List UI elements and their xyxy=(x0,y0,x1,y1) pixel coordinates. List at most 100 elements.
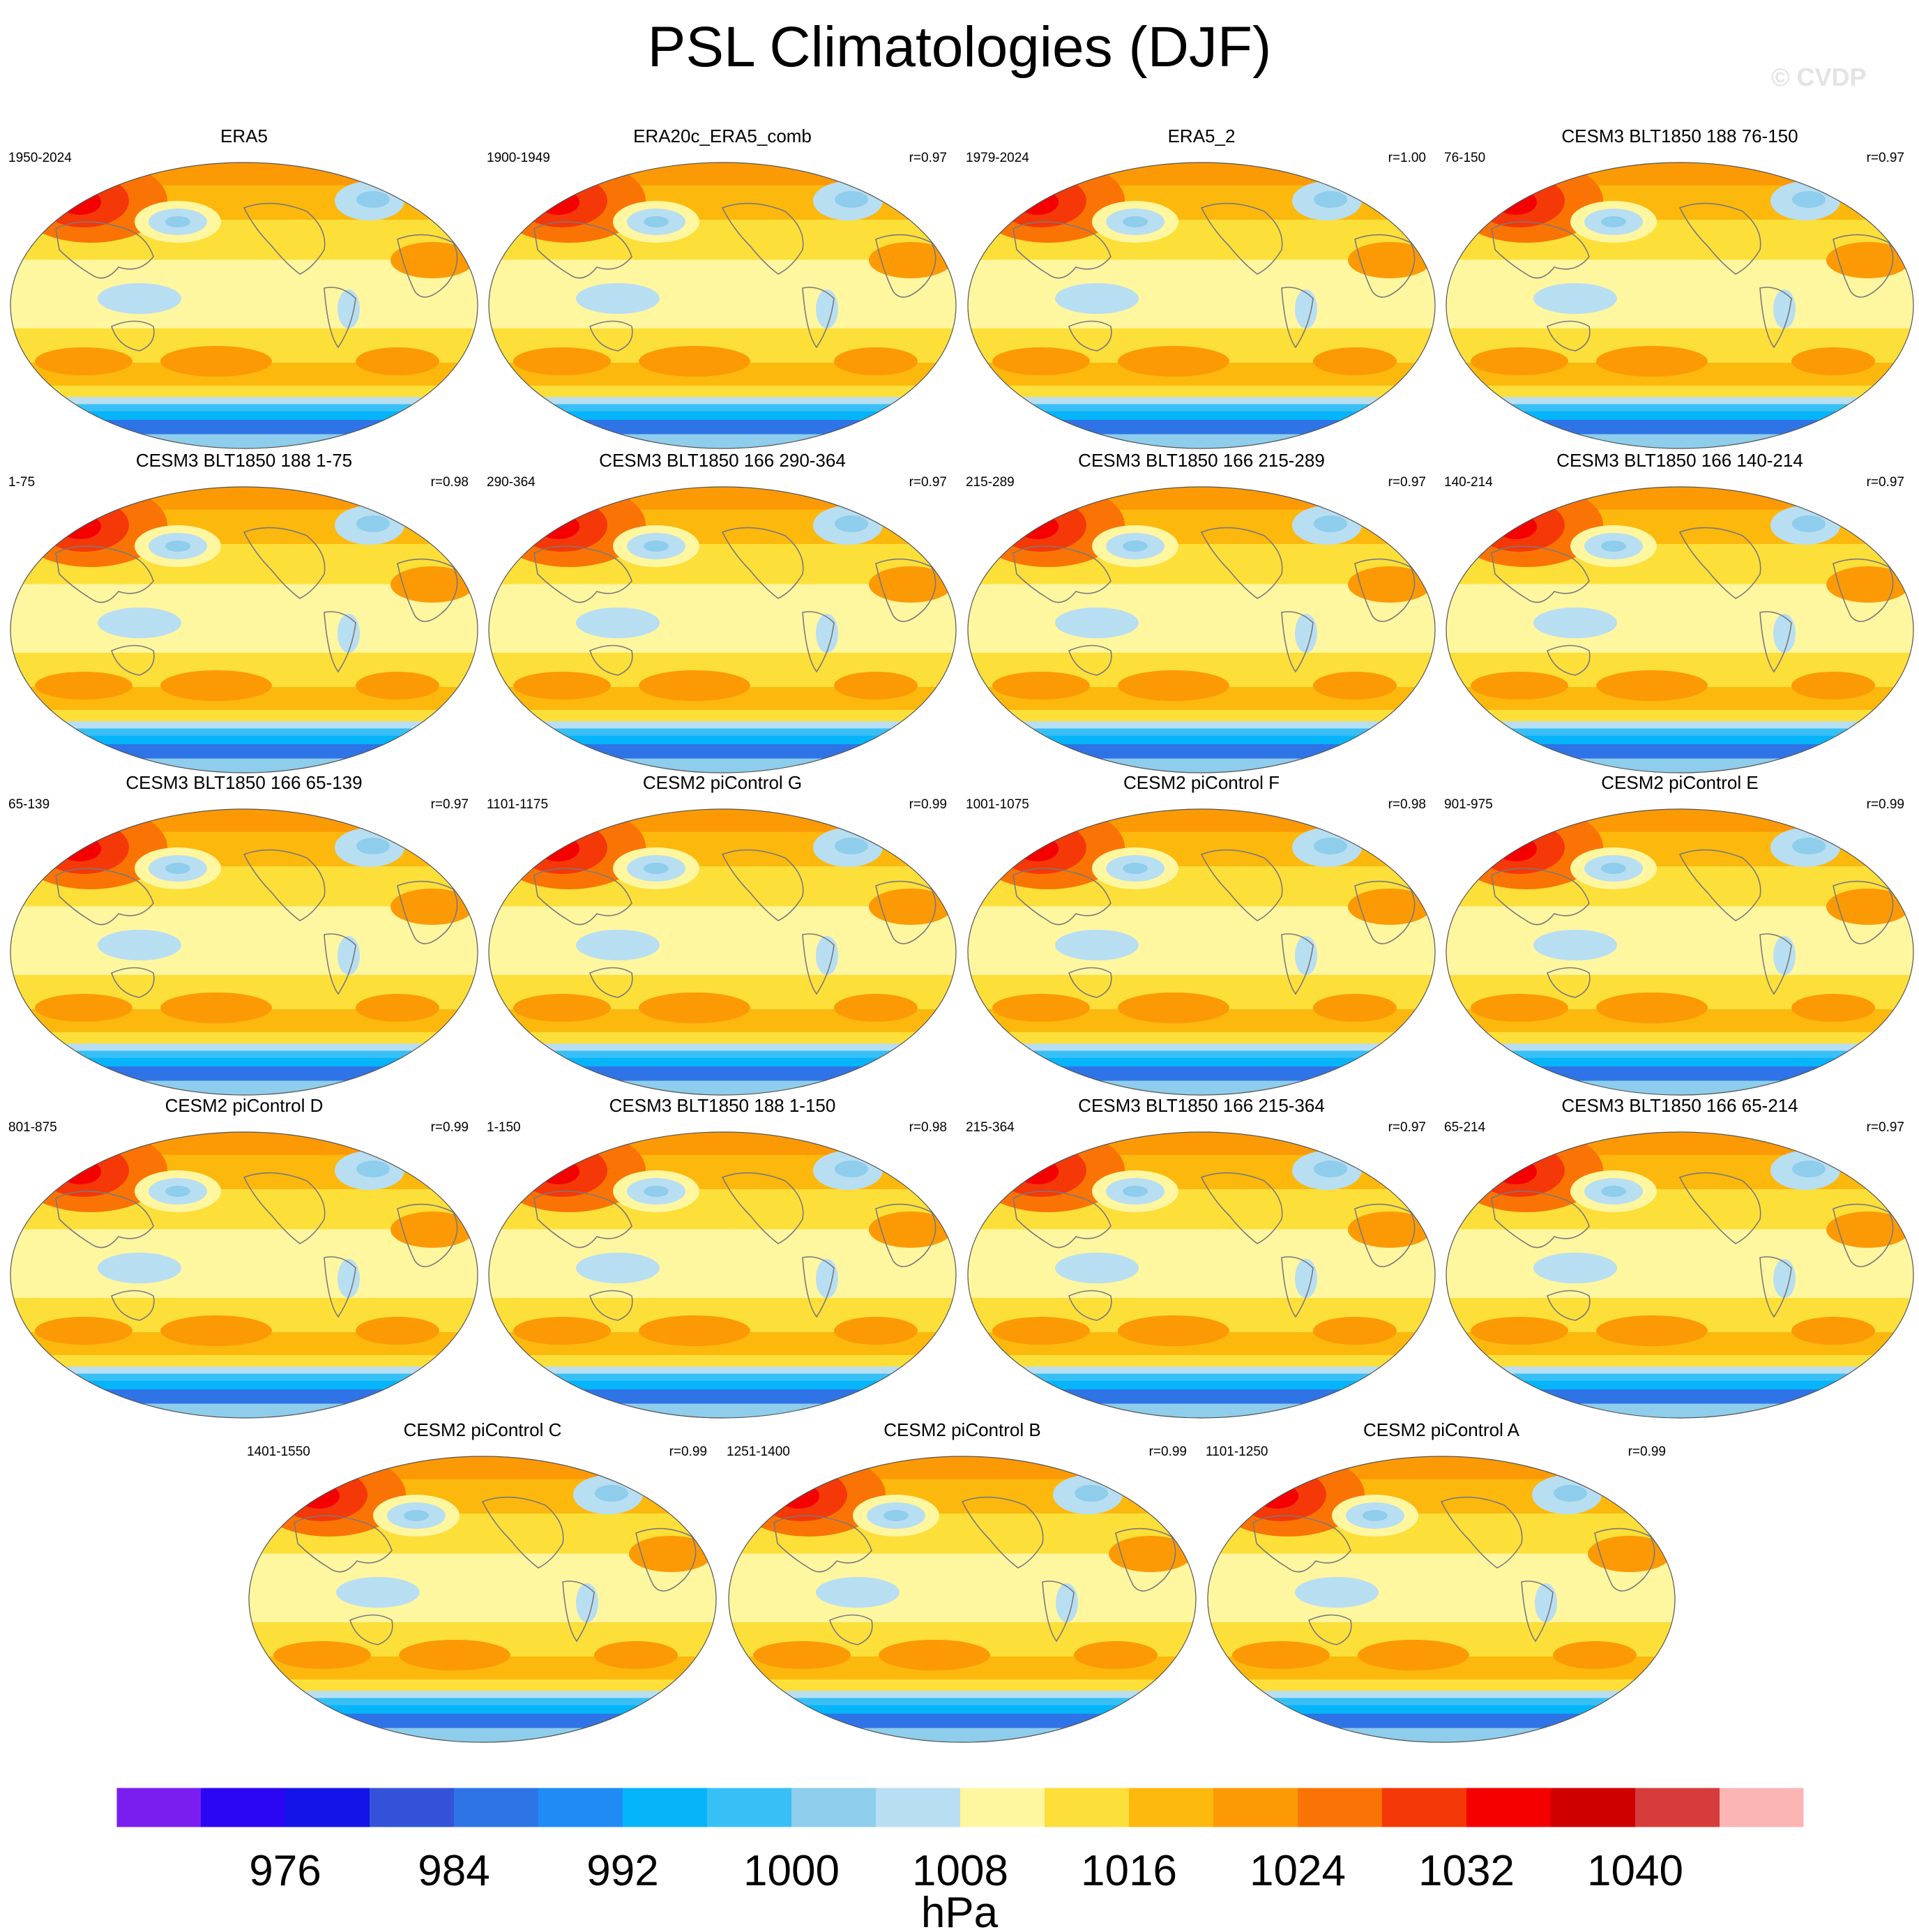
colorbar-tick-label: 1008 xyxy=(912,1847,1008,1895)
panel-title: CESM3 BLT1850 166 215-289 xyxy=(1078,450,1325,471)
siberian-high-peak xyxy=(1495,836,1537,861)
pressure-band xyxy=(968,411,1435,421)
south-indian-high xyxy=(1471,994,1568,1022)
panel-period: 1101-1175 xyxy=(487,797,549,812)
azores-high xyxy=(629,1536,713,1572)
south-pacific-high xyxy=(1358,1640,1469,1670)
azores-high xyxy=(1826,889,1910,925)
pressure-band xyxy=(1208,1705,1675,1714)
coastline-africa-europe xyxy=(397,1203,458,1267)
panel-title: CESM2 piControl C xyxy=(403,1419,562,1440)
pressure-band xyxy=(968,385,1435,398)
colorbar-swatch xyxy=(538,1788,623,1827)
south-pacific-high xyxy=(639,993,750,1023)
colorbar-tick-label: 1024 xyxy=(1250,1847,1346,1895)
south-atlantic-high xyxy=(1313,347,1397,375)
south-america-low xyxy=(337,289,360,329)
panel-correlation: r=0.97 xyxy=(1388,1120,1426,1135)
coastline-africa-europe xyxy=(875,558,936,622)
south-pacific-high xyxy=(399,1640,510,1670)
map-panel: CESM3 BLT1850 166 65-139 65-139 r=0.97 xyxy=(7,771,481,1099)
coastline-south-america xyxy=(802,287,835,349)
chart-title: PSL Climatologies (DJF) xyxy=(647,15,1272,79)
pressure-band xyxy=(968,404,1435,412)
pressure-band xyxy=(968,744,1435,760)
coastline-south-america xyxy=(1281,611,1314,673)
pressure-band xyxy=(489,809,956,833)
south-pacific-high xyxy=(160,1315,272,1346)
coastline-north-america xyxy=(721,202,804,275)
south-indian-high xyxy=(513,347,611,375)
pressure-band xyxy=(10,1354,478,1368)
colorbar-swatch xyxy=(707,1788,791,1827)
colorbar-swatch xyxy=(1298,1788,1382,1827)
aleutian-low-core xyxy=(1601,541,1626,552)
map-plot xyxy=(1446,486,1914,773)
pressure-band xyxy=(489,1366,956,1375)
pressure-band xyxy=(968,487,1435,511)
map-panel: CESM3 BLT1850 188 76-150 76-150 r=0.97 xyxy=(1443,124,1917,452)
colorbar-swatch xyxy=(623,1788,707,1827)
siberian-high-core xyxy=(277,1468,367,1521)
south-atlantic-high xyxy=(594,1641,678,1669)
icelandic-low-core xyxy=(1792,191,1826,208)
coastline-australia xyxy=(1068,644,1112,676)
pressure-band xyxy=(1446,420,1913,435)
coastline-africa-europe xyxy=(1594,1527,1655,1592)
south-america-low xyxy=(816,614,838,653)
pressure-band xyxy=(968,735,1435,745)
colorbar-swatch xyxy=(285,1788,370,1827)
pressure-band xyxy=(1446,1354,1913,1368)
icelandic-low-core xyxy=(356,838,390,854)
south-pacific-high xyxy=(1118,1315,1229,1346)
siberian-high-peak xyxy=(59,190,101,215)
pressure-band xyxy=(968,1043,1435,1052)
coastline-australia xyxy=(1068,320,1112,352)
indo-pacific-low xyxy=(576,930,660,960)
aleutian-low-core xyxy=(644,216,669,227)
south-atlantic-high xyxy=(1313,1317,1397,1345)
coastline-south-america xyxy=(1281,1256,1314,1318)
siberian-high-core xyxy=(38,499,129,552)
icelandic-low-core xyxy=(835,191,868,208)
aleutian-low-core xyxy=(1363,1510,1388,1521)
aleutian-low-core xyxy=(1601,1186,1626,1197)
coastline-asia xyxy=(294,1515,393,1573)
coastline-africa-europe xyxy=(1833,1203,1894,1267)
panel-title: ERA5 xyxy=(220,126,268,146)
coastline-australia xyxy=(589,1290,633,1321)
map-border xyxy=(488,486,957,773)
icelandic-low-core xyxy=(835,1161,868,1177)
icelandic-low-core xyxy=(1792,1161,1826,1177)
south-indian-high xyxy=(992,672,1090,700)
coastline-south-america xyxy=(1759,287,1792,349)
pressure-band xyxy=(489,744,956,760)
pressure-band xyxy=(729,1691,1196,1699)
colorbar-swatch xyxy=(370,1788,454,1827)
panel-title: CESM2 piControl G xyxy=(642,772,803,793)
south-pacific-high xyxy=(1596,346,1708,377)
map-field xyxy=(489,487,956,773)
icelandic-low-core xyxy=(356,1161,390,1177)
colorbar-swatch xyxy=(1466,1788,1551,1827)
south-atlantic-high xyxy=(356,1317,439,1345)
coastline-asia xyxy=(1012,545,1112,603)
coastline-asia xyxy=(533,1191,632,1248)
pressure-band xyxy=(968,709,1435,723)
panel-title: CESM3 BLT1850 188 1-150 xyxy=(609,1095,836,1116)
panel-title: CESM2 piControl B xyxy=(883,1419,1041,1440)
siberian-high-peak xyxy=(1017,1159,1059,1184)
south-pacific-high xyxy=(160,670,272,701)
coastline-africa-europe xyxy=(397,234,458,298)
azores-high xyxy=(869,566,953,603)
panel-correlation: r=0.98 xyxy=(1388,797,1426,812)
south-indian-high xyxy=(1471,1317,1568,1345)
south-america-low xyxy=(816,936,838,975)
pressure-band xyxy=(489,1066,956,1082)
coastline-south-america xyxy=(324,611,356,673)
pressure-band xyxy=(1446,1389,1913,1405)
pressure-band xyxy=(1446,404,1913,412)
coastline-australia xyxy=(1068,967,1112,998)
siberian-high-peak xyxy=(1495,1159,1537,1184)
pressure-band xyxy=(489,397,956,405)
